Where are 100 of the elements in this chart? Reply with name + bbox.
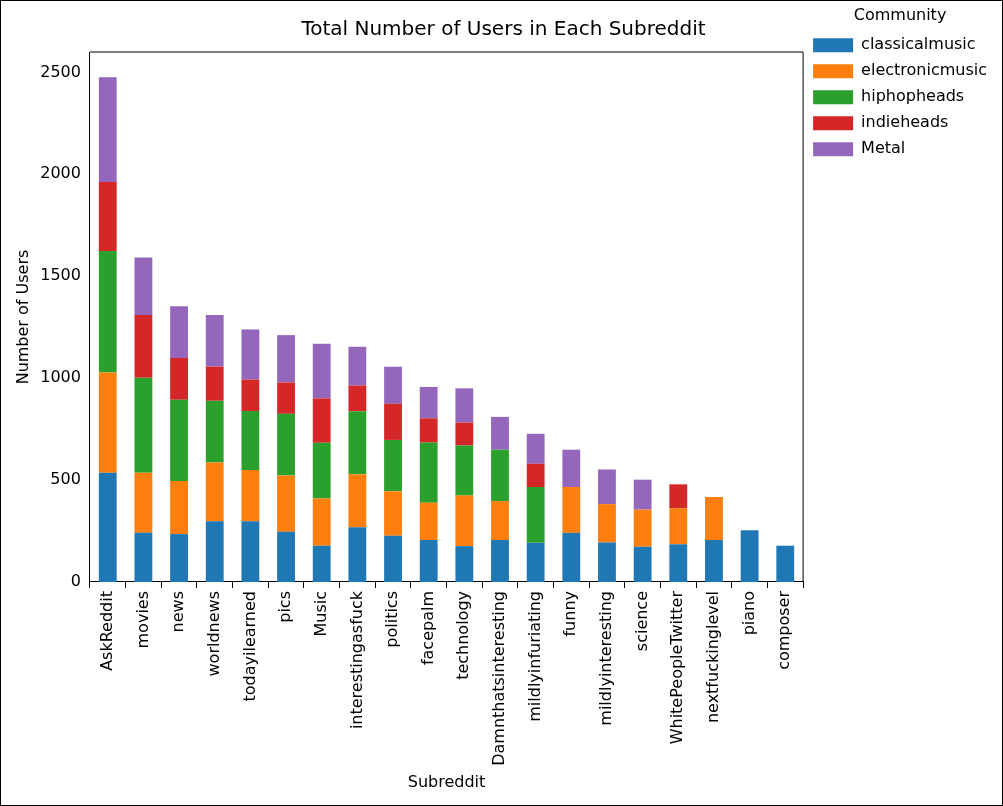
bar	[419, 502, 438, 540]
bar	[170, 534, 188, 582]
bar	[170, 306, 188, 358]
bar	[491, 501, 509, 540]
bar	[384, 491, 402, 536]
x-tick-label: WhitePeopleTwitter	[667, 590, 687, 745]
bar	[134, 472, 153, 533]
bar	[633, 509, 652, 547]
x-tick-label: piano	[738, 591, 758, 636]
bar	[598, 504, 616, 543]
bar	[455, 495, 474, 547]
x-tick-label: todayilearned	[239, 591, 259, 702]
bar	[455, 546, 474, 582]
bar	[98, 77, 117, 183]
bar	[170, 357, 188, 400]
x-tick-label: Music	[310, 591, 330, 637]
bar	[348, 474, 367, 528]
bar	[277, 413, 295, 476]
legend-title: Community	[853, 5, 947, 25]
bar	[526, 487, 545, 543]
bar	[241, 379, 260, 411]
y-tick-label: 2500	[40, 61, 81, 81]
bar	[348, 385, 367, 412]
bar	[384, 535, 402, 582]
bar	[419, 540, 438, 582]
bar	[669, 484, 688, 509]
bar	[348, 527, 367, 582]
bar	[705, 540, 723, 582]
bar	[205, 366, 224, 401]
x-axis-title: Subreddit	[407, 771, 486, 791]
bar	[241, 521, 260, 582]
bar	[205, 314, 224, 367]
bar	[312, 545, 331, 582]
bar	[277, 531, 295, 582]
x-tick-label: mildlyinteresting	[596, 591, 616, 726]
x-tick-label: composer	[774, 590, 794, 670]
y-tick-label: 2000	[40, 163, 81, 183]
legend-label: hiphopheads	[861, 86, 965, 106]
bar	[170, 399, 188, 482]
y-tick-label: 1500	[40, 265, 81, 285]
bar	[455, 388, 474, 423]
x-tick-label: nextfuckinglevel	[703, 591, 723, 724]
x-tick-label: mildlyinfuriating	[524, 591, 544, 722]
bar	[241, 410, 260, 470]
bar	[776, 545, 795, 582]
bar	[562, 487, 581, 533]
x-tick-label: facepalm	[417, 591, 437, 666]
x-tick-label: science	[631, 591, 651, 652]
bar	[277, 335, 295, 383]
y-tick-label: 500	[50, 469, 81, 489]
bar	[98, 182, 117, 251]
bar	[312, 398, 331, 443]
bar	[526, 463, 545, 487]
x-tick-label: funny	[560, 591, 580, 637]
legend-label: classicalmusic	[861, 34, 976, 54]
legend-label: Metal	[861, 138, 906, 158]
bar	[384, 366, 402, 404]
bar	[419, 418, 438, 443]
bar	[134, 532, 153, 582]
x-tick-label: pics	[275, 591, 295, 623]
bar	[491, 449, 509, 502]
bar	[455, 422, 474, 446]
y-tick-label: 1000	[40, 367, 81, 387]
bar	[526, 542, 545, 582]
bar	[241, 329, 260, 380]
bar	[348, 346, 367, 386]
x-tick-label: politics	[382, 591, 402, 648]
chart-title: Total Number of Users in Each Subreddit	[300, 16, 706, 41]
x-tick-label: Damnthatsinteresting	[489, 591, 509, 766]
legend-label: electronicmusic	[861, 60, 987, 80]
bar	[562, 449, 581, 487]
bar	[134, 377, 153, 473]
bar	[419, 386, 438, 419]
bar	[633, 479, 652, 510]
x-tick-label: worldnews	[203, 591, 223, 677]
x-tick-label: movies	[132, 591, 152, 649]
bar	[740, 530, 759, 582]
bar	[134, 257, 153, 315]
bar	[455, 445, 474, 496]
bar	[241, 469, 260, 522]
bar	[669, 508, 688, 545]
bar	[312, 442, 331, 499]
bar	[312, 498, 331, 546]
bar	[633, 546, 652, 582]
bar	[205, 521, 224, 582]
bar	[134, 314, 153, 378]
x-tick-label: news	[168, 591, 188, 633]
y-axis-title: Number of Users	[12, 249, 32, 385]
bar	[98, 372, 117, 473]
legend-label: indieheads	[861, 112, 949, 132]
bar	[348, 411, 367, 475]
bar	[598, 469, 616, 505]
y-tick-label: 0	[70, 571, 81, 591]
bar	[419, 442, 438, 503]
x-tick-label: AskReddit	[96, 591, 116, 671]
bar	[705, 496, 723, 540]
x-tick-label: interestingasfuck	[346, 590, 366, 730]
bar	[384, 403, 402, 440]
bar	[277, 382, 295, 414]
bar	[277, 475, 295, 532]
